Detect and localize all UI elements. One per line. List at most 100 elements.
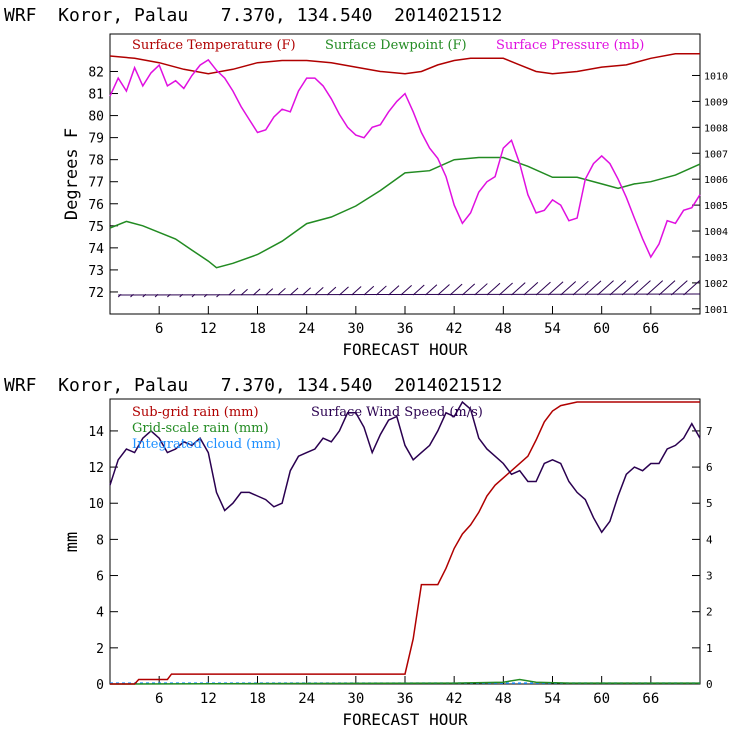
- x-tick-label: 18: [249, 691, 266, 707]
- y-tick-label: 72: [88, 286, 104, 301]
- y-tick-label: 79: [88, 132, 104, 147]
- wind-barb: [646, 280, 664, 296]
- wind-barb: [486, 282, 501, 296]
- wind-barb: [277, 287, 286, 296]
- legend-temperature: Surface Temperature (F): [132, 38, 296, 53]
- y-right-tick-label: 1008: [704, 123, 728, 134]
- y-right-tick-label: 1005: [704, 201, 728, 212]
- y-right-tick-label: 0: [706, 678, 713, 691]
- y-right-tick-label: 2: [706, 606, 713, 619]
- wind-barb: [609, 280, 627, 296]
- y-tick-label: 76: [88, 198, 104, 213]
- x-tick-label: 12: [200, 691, 217, 707]
- x-tick-label: 12: [200, 321, 217, 337]
- x-tick-label: 66: [642, 691, 659, 707]
- y-right-tick-label: 1004: [704, 227, 728, 238]
- bottom-left-ticks: 0 2 4 6 8 10 12 14: [88, 425, 118, 693]
- wind-barb: [228, 289, 236, 296]
- wind-barb: [572, 280, 589, 296]
- wind-barb: [634, 280, 651, 296]
- top-left-ticks: 72 73 74 75 76 77 78 79 80 81 82: [88, 65, 118, 301]
- wind-barb: [375, 285, 387, 296]
- wind-speed-line: [109, 400, 701, 534]
- wind-barb: [363, 285, 375, 296]
- y-tick-label: 74: [88, 242, 104, 257]
- grid-scale-rain-line: [109, 678, 700, 685]
- x-tick-label: 60: [593, 691, 610, 707]
- wind-barb: [621, 280, 639, 296]
- wind-barb: [597, 280, 614, 296]
- x-tick-label: 66: [642, 321, 659, 337]
- x-tick-label: 30: [347, 321, 364, 337]
- temperature-line: [109, 53, 700, 75]
- y-tick-label: 14: [88, 425, 104, 440]
- wind-barb: [449, 283, 463, 296]
- x-tick-label: 42: [446, 321, 463, 337]
- y-right-tick-label: 1006: [704, 175, 728, 186]
- legend-integrated-cloud: Integrated cloud (mm): [132, 437, 281, 452]
- wind-barb: [560, 281, 577, 296]
- pressure-line: [109, 58, 701, 259]
- y-right-tick-label: 6: [706, 461, 713, 474]
- y-tick-label: 10: [88, 497, 104, 512]
- wind-barb: [462, 283, 476, 296]
- legend-wind-speed: Surface Wind Speed (m/s): [311, 405, 483, 420]
- wind-barb: [535, 281, 551, 296]
- wind-barb: [474, 283, 488, 296]
- wind-barb: [339, 286, 349, 296]
- y-right-tick-label: 1001: [704, 305, 728, 316]
- y-tick-label: 12: [88, 461, 104, 476]
- y-tick-label: 80: [88, 110, 104, 125]
- y-tick-label: 8: [96, 533, 104, 548]
- wind-barb: [548, 281, 564, 296]
- x-tick-label: 60: [593, 321, 610, 337]
- y-tick-label: 4: [96, 606, 104, 621]
- legend-dewpoint: Surface Dewpoint (F): [325, 38, 467, 53]
- x-tick-label: 42: [446, 691, 463, 707]
- bottom-x-ticks: 6 12 18 24 30 36 42 48 54 60 66: [155, 676, 659, 707]
- wind-barb: [253, 288, 261, 296]
- x-tick-label: 36: [397, 691, 414, 707]
- wind-barb: [425, 284, 438, 296]
- bottom-x-axis-label: FORECAST HOUR: [342, 710, 468, 729]
- y-tick-label: 0: [96, 678, 104, 693]
- wind-barb: [511, 282, 526, 296]
- y-right-tick-label: 1007: [704, 149, 728, 160]
- y-tick-label: 75: [88, 220, 104, 235]
- x-tick-label: 6: [155, 321, 163, 337]
- wind-barb: [265, 288, 274, 296]
- wind-barbs: [117, 280, 701, 298]
- y-right-tick-label: 1010: [704, 71, 728, 82]
- wind-barb-baseline: [118, 293, 701, 296]
- wind-barb: [584, 280, 602, 296]
- y-tick-label: 73: [88, 264, 104, 279]
- wind-barb: [240, 288, 248, 296]
- x-tick-label: 48: [495, 691, 512, 707]
- y-tick-label: 2: [96, 642, 104, 657]
- y-right-tick-label: 1003: [704, 253, 728, 264]
- x-tick-label: 54: [544, 321, 561, 337]
- top-chart-header: WRF Koror, Palau 7.370, 134.540 20140215…: [4, 5, 503, 26]
- y-tick-label: 78: [88, 154, 104, 169]
- legend-grid-scale-rain: Grid-scale rain (mm): [132, 421, 269, 436]
- y-right-tick-label: 1: [706, 642, 713, 655]
- x-tick-label: 24: [298, 321, 315, 337]
- wind-barb: [523, 282, 539, 296]
- y-tick-label: 6: [96, 570, 104, 585]
- top-y-axis-label: Degrees F: [62, 128, 82, 220]
- top-chart-frame: [109, 33, 701, 315]
- wind-barb: [326, 286, 337, 296]
- wind-barb: [289, 287, 299, 296]
- y-right-tick-label: 4: [706, 533, 713, 546]
- wind-barb: [498, 282, 513, 296]
- y-right-tick-label: 5: [706, 497, 713, 510]
- wind-barb: [351, 286, 362, 296]
- y-right-tick-label: 3: [706, 570, 713, 583]
- x-tick-label: 48: [495, 321, 512, 337]
- wind-barb: [670, 280, 688, 296]
- wind-barb: [683, 280, 700, 296]
- wind-barb: [658, 280, 676, 296]
- wind-barb: [302, 287, 311, 296]
- sub-grid-rain-line: [110, 401, 700, 685]
